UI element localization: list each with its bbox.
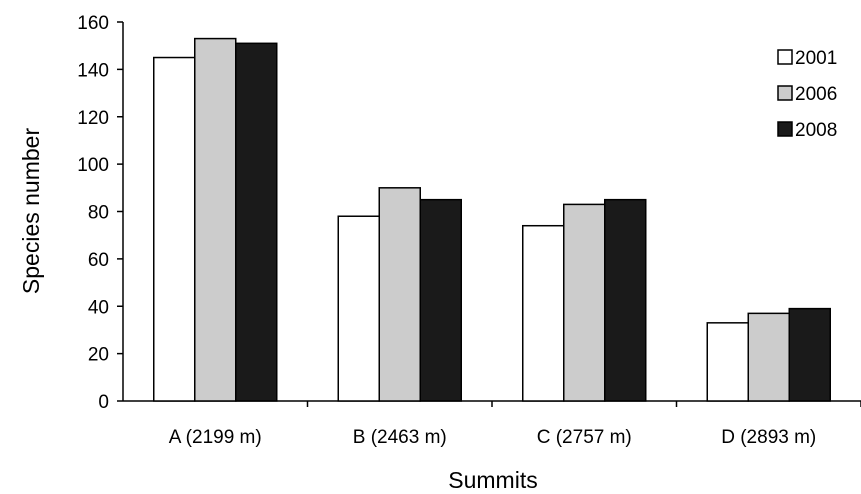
bar-2001-2 [337, 215, 380, 402]
plot-area: 0 20 40 60 80 100 120 140 160 A (2199 m) B (2463 m… [77, 13, 861, 448]
bar-2008-2 [419, 198, 462, 402]
x-tick-label: C (2757 m) [537, 427, 632, 448]
bar-2001-1 [153, 56, 196, 402]
bar-2001-4 [706, 322, 749, 402]
bar-2008-3 [604, 198, 647, 402]
bar-2006-4 [747, 312, 790, 402]
y-tick-label: 80 [88, 203, 109, 224]
bar-2008-4 [788, 307, 831, 402]
x-axis-title: Summits [448, 467, 537, 493]
y-axis-title: Species number [18, 128, 44, 295]
y-tick-label: 20 [88, 345, 109, 366]
bar-2006-1 [194, 37, 237, 402]
x-tick-label: A (2199 m) [169, 427, 262, 448]
bar-2008-1 [235, 42, 278, 402]
y-tick-label: 40 [88, 297, 109, 318]
x-tick-label: D (2893 m) [721, 427, 816, 448]
legend-swatch-2001 [777, 49, 793, 65]
y-tick-label: 160 [77, 13, 109, 34]
y-tick-label: 100 [77, 155, 109, 176]
y-tick-label: 120 [77, 108, 109, 129]
x-tick-label: B (2463 m) [353, 427, 447, 448]
legend-label-2008: 2008 [795, 120, 837, 141]
legend-label-2001: 2001 [795, 48, 837, 69]
y-tick-label: 60 [88, 250, 109, 271]
y-tick-label: 0 [98, 392, 109, 413]
bar-2001-3 [522, 224, 565, 402]
bar-2006-3 [563, 203, 606, 402]
legend-swatch-2008 [777, 121, 793, 137]
legend-label-2006: 2006 [795, 84, 837, 105]
y-tick-label: 140 [77, 60, 109, 81]
bar-2006-2 [378, 187, 421, 402]
legend-swatch-2006 [777, 85, 793, 101]
